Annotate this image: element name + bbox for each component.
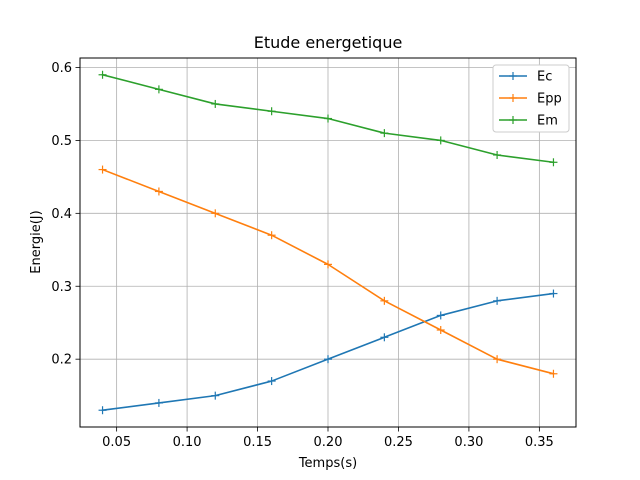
data-point-em — [154, 85, 163, 94]
x-tick-label: 0.05 — [102, 435, 131, 450]
data-point-ec — [436, 311, 445, 320]
x-axis-label: Temps(s) — [298, 456, 357, 471]
x-axis-ticks: 0.05 0.10 0.15 0.20 0.25 0.30 0.35 — [102, 427, 554, 450]
series-em — [98, 70, 558, 167]
series-epp — [98, 165, 558, 378]
legend-box — [492, 64, 570, 133]
x-tick-label: 0.30 — [454, 435, 483, 450]
chart-title: Etude energetique — [254, 33, 403, 52]
y-axis-ticks: 0.2 0.3 0.4 0.5 0.6 — [51, 61, 80, 368]
data-point-ec — [549, 289, 558, 298]
y-tick-label: 0.2 — [51, 353, 72, 368]
data-point-ec — [211, 391, 220, 400]
data-point-epp — [549, 369, 558, 378]
data-point-ec — [324, 355, 332, 364]
data-point-em — [493, 150, 502, 159]
data-point-ec — [380, 333, 389, 342]
x-tick-label: 0.20 — [314, 435, 343, 450]
x-tick-label: 0.25 — [384, 435, 413, 450]
data-point-ec — [493, 296, 502, 305]
data-point-ec — [98, 406, 107, 415]
legend-item-ec: Ec — [499, 70, 552, 85]
data-point-epp — [324, 260, 332, 269]
data-point-epp — [436, 326, 445, 335]
x-tick-label: 0.15 — [243, 435, 272, 450]
y-axis-label: Energie(J) — [29, 210, 44, 273]
y-tick-label: 0.5 — [51, 134, 72, 149]
series-ec — [98, 289, 558, 415]
data-point-epp — [493, 355, 502, 364]
legend-label-epp: Epp — [537, 92, 562, 107]
legend-item-epp: Epp — [499, 92, 562, 107]
y-tick-label: 0.3 — [51, 280, 72, 295]
data-point-em — [211, 99, 220, 108]
data-point-em — [98, 70, 107, 79]
x-tick-label: 0.35 — [525, 435, 554, 450]
data-point-epp — [211, 209, 220, 218]
data-point-epp — [154, 187, 163, 196]
data-point-epp — [380, 296, 389, 305]
grid-lines — [80, 58, 576, 427]
y-tick-label: 0.4 — [51, 207, 72, 222]
data-point-em — [324, 114, 332, 123]
data-point-ec — [267, 377, 276, 386]
data-point-em — [380, 129, 389, 138]
legend: Ec Epp Em — [492, 64, 570, 133]
legend-item-em: Em — [499, 114, 558, 129]
legend-label-ec: Ec — [537, 70, 552, 85]
data-point-em — [267, 107, 276, 116]
data-point-epp — [98, 165, 107, 174]
legend-label-em: Em — [537, 114, 558, 129]
y-tick-label: 0.6 — [51, 61, 72, 76]
data-point-epp — [267, 231, 276, 240]
x-tick-label: 0.10 — [173, 435, 202, 450]
data-point-ec — [154, 398, 163, 407]
series-layer — [98, 70, 558, 415]
legend-items: Ec Epp Em — [499, 70, 562, 129]
data-point-em — [436, 136, 445, 145]
data-point-em — [549, 158, 558, 167]
